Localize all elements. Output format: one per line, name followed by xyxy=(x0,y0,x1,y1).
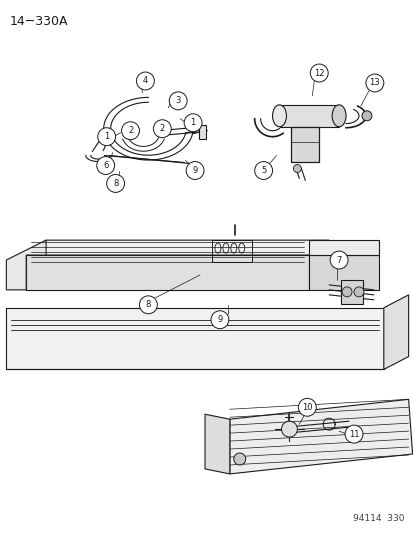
Circle shape xyxy=(186,161,204,180)
Ellipse shape xyxy=(272,105,286,127)
Circle shape xyxy=(353,287,363,297)
Polygon shape xyxy=(309,240,378,255)
Circle shape xyxy=(97,128,115,146)
Text: 10: 10 xyxy=(301,403,312,412)
FancyBboxPatch shape xyxy=(279,105,338,127)
Circle shape xyxy=(121,122,139,140)
Polygon shape xyxy=(6,308,383,369)
Text: 7: 7 xyxy=(336,255,341,264)
FancyBboxPatch shape xyxy=(198,125,206,139)
Ellipse shape xyxy=(331,105,345,127)
Text: 2: 2 xyxy=(159,124,164,133)
Text: 94114  330: 94114 330 xyxy=(352,514,404,523)
Circle shape xyxy=(184,114,202,132)
Circle shape xyxy=(365,74,383,92)
Circle shape xyxy=(211,311,228,329)
Text: 14−330A: 14−330A xyxy=(9,15,68,28)
Polygon shape xyxy=(309,255,378,290)
Circle shape xyxy=(281,421,297,437)
Circle shape xyxy=(361,111,371,121)
Circle shape xyxy=(330,251,347,269)
Circle shape xyxy=(293,165,301,173)
Text: 9: 9 xyxy=(217,315,222,324)
Text: 5: 5 xyxy=(260,166,266,175)
Text: 12: 12 xyxy=(313,69,324,77)
Text: 1: 1 xyxy=(104,132,109,141)
Circle shape xyxy=(136,72,154,90)
Circle shape xyxy=(310,64,328,82)
Circle shape xyxy=(344,425,362,443)
Circle shape xyxy=(97,157,114,174)
FancyBboxPatch shape xyxy=(291,127,318,161)
Circle shape xyxy=(298,398,316,416)
Polygon shape xyxy=(6,240,46,290)
Text: 4: 4 xyxy=(142,76,148,85)
Text: 1: 1 xyxy=(190,118,195,127)
FancyBboxPatch shape xyxy=(340,280,362,304)
Text: 11: 11 xyxy=(348,430,358,439)
Text: 8: 8 xyxy=(145,300,151,309)
Circle shape xyxy=(153,120,171,138)
Polygon shape xyxy=(26,255,309,290)
Circle shape xyxy=(139,296,157,314)
Text: 6: 6 xyxy=(103,161,108,170)
Circle shape xyxy=(169,92,187,110)
Text: 9: 9 xyxy=(192,166,197,175)
Text: 8: 8 xyxy=(113,179,118,188)
Text: 13: 13 xyxy=(369,78,379,87)
Polygon shape xyxy=(204,414,229,474)
Polygon shape xyxy=(229,399,412,474)
Polygon shape xyxy=(26,240,328,255)
Circle shape xyxy=(254,161,272,180)
Circle shape xyxy=(341,287,351,297)
Polygon shape xyxy=(383,295,408,369)
Circle shape xyxy=(233,453,245,465)
Text: 3: 3 xyxy=(175,96,180,106)
Text: 2: 2 xyxy=(128,126,133,135)
Circle shape xyxy=(107,174,124,192)
